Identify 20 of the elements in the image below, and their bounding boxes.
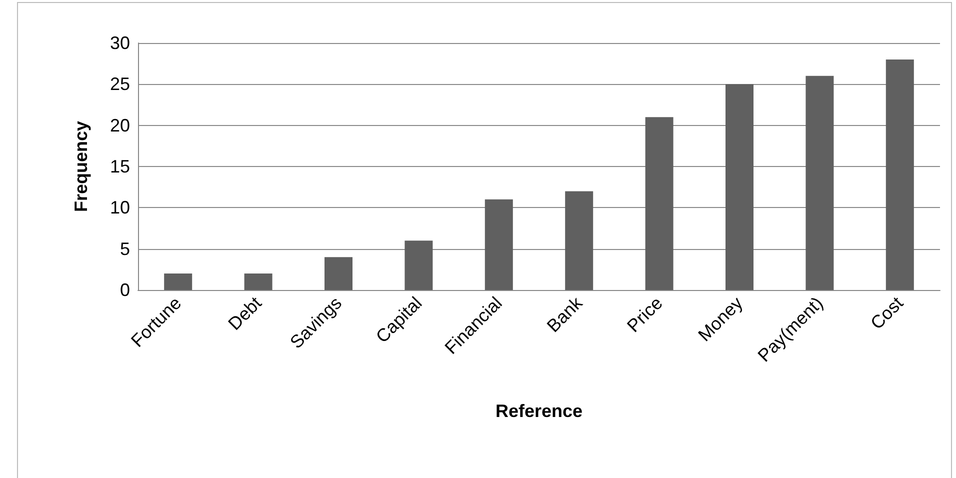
bar [886,59,914,290]
y-tick-label: 25 [110,74,130,94]
y-axis-title: Frequency [71,120,91,212]
y-tick-label: 10 [110,198,130,218]
bar [244,274,272,290]
y-tick-label: 0 [120,280,130,300]
y-tick-label: 20 [110,115,130,136]
x-axis-title: Reference [495,401,583,421]
y-tick-label: 30 [110,33,130,53]
bar [645,117,674,290]
bar [726,84,754,290]
bar [565,191,594,290]
bar [806,76,834,290]
y-tick-label: 5 [120,238,130,259]
bar [324,257,352,290]
bar [484,199,513,290]
bar [404,240,433,290]
bar [164,274,192,290]
x-tick-label: Cost [866,292,907,334]
y-tick-label: 15 [110,156,130,176]
